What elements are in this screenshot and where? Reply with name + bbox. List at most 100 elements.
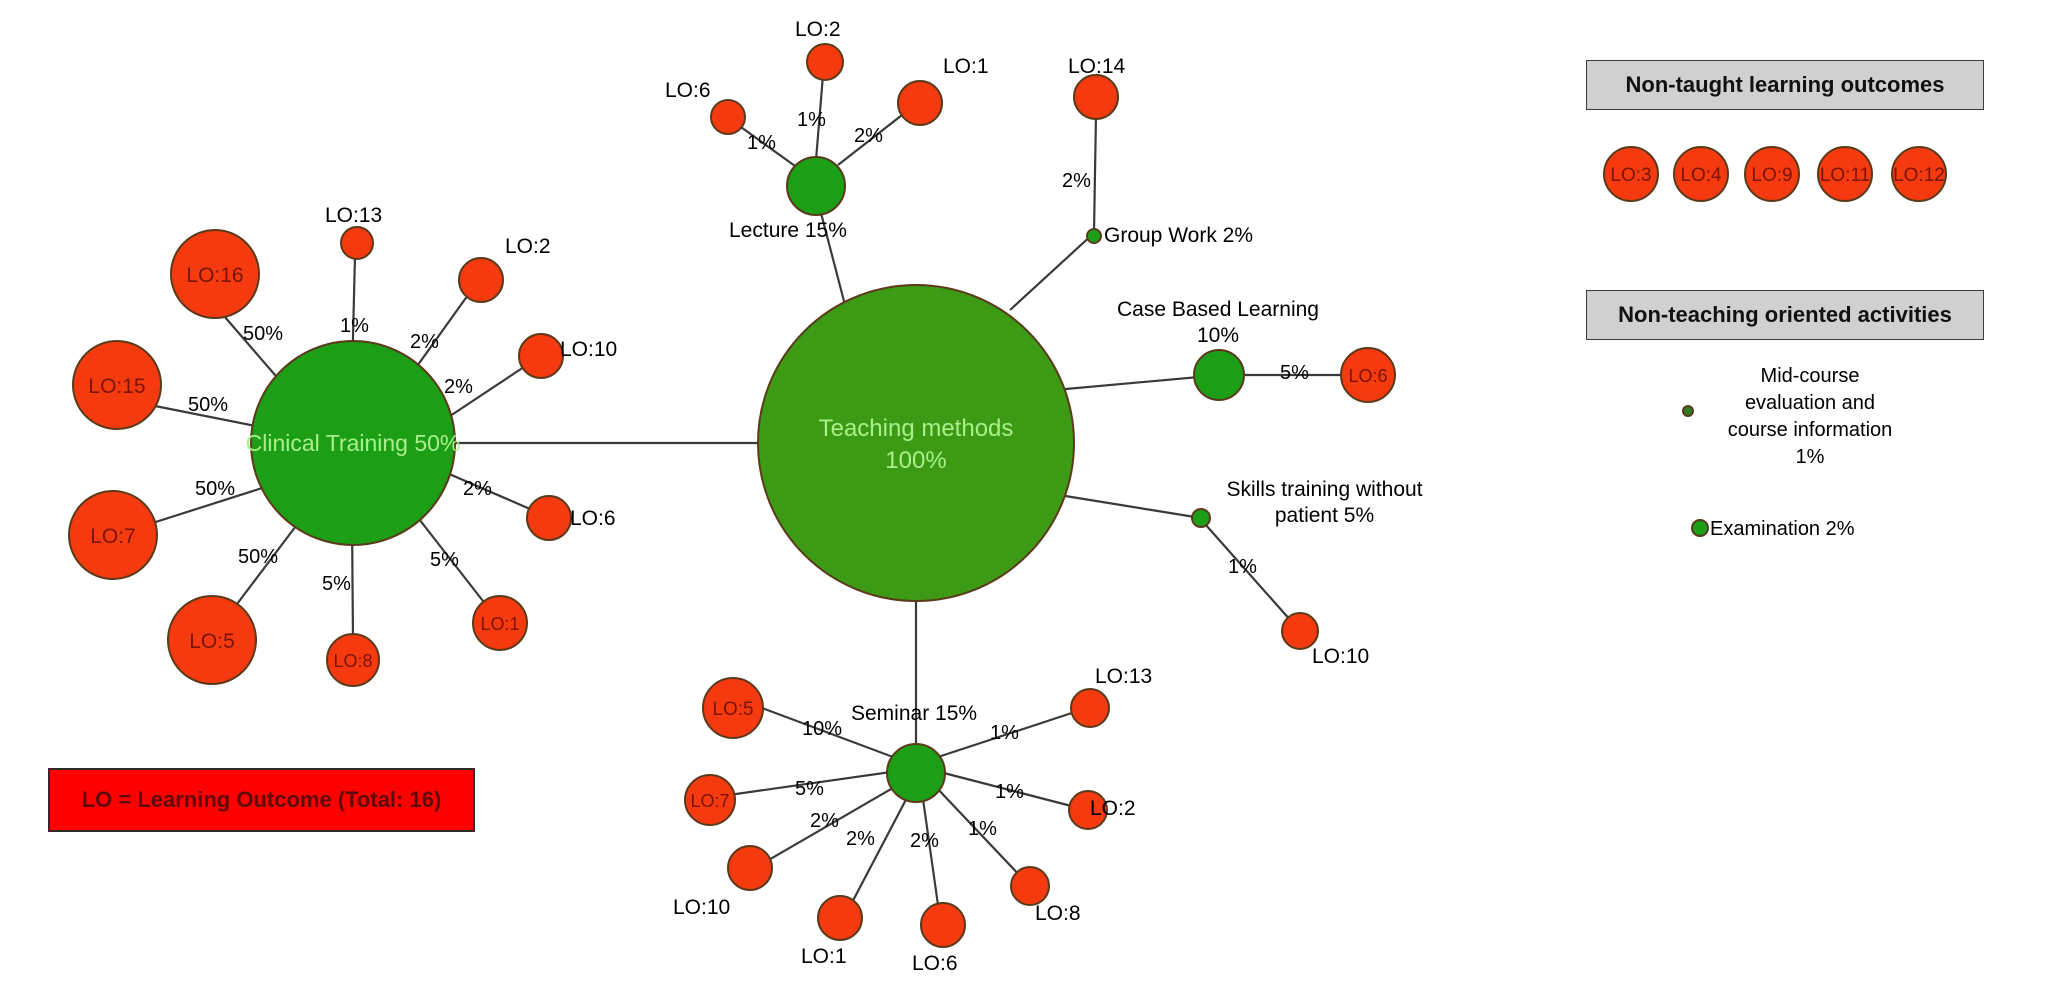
seminar-method-label: Seminar 15% (851, 702, 978, 725)
lo-node-lo6-lecture[interactable] (710, 99, 746, 135)
edge-seminar-lo1 (846, 791, 911, 913)
pct-clinical-lo13: 1% (340, 315, 369, 337)
lo8-seminar-label: LO:8 (1035, 902, 1081, 925)
lo6-clinical-label: LO:6 (570, 507, 616, 530)
pct-lecture-lo2: 1% (797, 109, 826, 131)
lo3-nontaught-text: LO:3 (1610, 165, 1651, 186)
lo-node-lo10-skills[interactable] (1281, 612, 1319, 650)
panel-non-teaching-oriented-activities: Non-teaching oriented activities (1586, 290, 1984, 340)
edge-seminar-lo2 (939, 770, 1080, 810)
pct-skills-lo10: 1% (1228, 556, 1257, 578)
lo9-nontaught-text: LO:9 (1751, 165, 1792, 186)
lo-node-lo14-group[interactable] (1073, 74, 1119, 120)
edge-clinical-lo1 (411, 509, 491, 611)
method-node-seminar[interactable] (886, 743, 946, 803)
pct-seminar-lo10: 2% (810, 810, 839, 832)
edge-clinical-lo5 (227, 513, 306, 617)
lo-node-lo5-seminar[interactable] (702, 677, 764, 739)
edge-seminar-lo5 (761, 706, 894, 759)
lo6-case-text: LO:6 (1348, 366, 1387, 386)
lo13-seminar-label: LO:13 (1095, 665, 1153, 688)
method-node-clinical-training[interactable] (250, 340, 456, 546)
lo-node-lo1-seminar[interactable] (817, 895, 863, 941)
lo-node-lo8-seminar[interactable] (1010, 866, 1050, 906)
pct-clinical-lo10: 2% (444, 376, 473, 398)
lo-node-lo7-seminar[interactable] (684, 774, 736, 826)
lo-node-lo13-clinical[interactable] (340, 226, 374, 260)
edge-root-group (1009, 232, 1095, 311)
lo1-lecture-label: LO:1 (943, 55, 989, 78)
lo-node-lo1-clinical[interactable] (472, 595, 528, 651)
pct-seminar-lo13: 1% (990, 722, 1019, 744)
lo-node-lo5-clinical[interactable] (167, 595, 257, 685)
lo-node-lo8-clinical[interactable] (326, 633, 380, 687)
lo-node-lo2-clinical[interactable] (458, 257, 504, 303)
activity-node-examination[interactable] (1691, 519, 1709, 537)
edge-root-skills (1052, 492, 1202, 520)
pct-seminar-lo8: 1% (968, 818, 997, 840)
pct-seminar-lo6: 2% (910, 830, 939, 852)
lo-node-lo11-nontaught[interactable] (1817, 146, 1873, 202)
edge-clinical-lo10 (437, 362, 531, 425)
edge-seminar-lo10 (759, 784, 899, 866)
edge-seminar-lo8 (933, 784, 1025, 881)
pct-seminar-lo1: 2% (846, 828, 875, 850)
activity-mid-course-line2: evaluation and (1744, 392, 1876, 414)
pct-lecture-lo6: 1% (747, 132, 776, 154)
lo4-nontaught-text: LO:4 (1680, 165, 1722, 186)
lo-node-lo6-clinical[interactable] (526, 495, 572, 541)
lo-node-lo7-clinical[interactable] (68, 490, 158, 580)
pct-clinical-lo1: 5% (430, 549, 459, 571)
activity-node-mid-course-evaluation[interactable] (1682, 405, 1694, 417)
method-node-lecture[interactable] (786, 156, 846, 216)
node-inner-text-group: Clinical Training 50% Teaching methods 1… (88, 165, 1944, 811)
pct-clinical-lo16: 50% (243, 323, 284, 345)
root-node-teaching-methods[interactable] (757, 284, 1075, 602)
teaching-methods-label-line2: 100% (885, 447, 946, 474)
pct-seminar-lo7: 5% (795, 778, 824, 800)
node-group (68, 43, 1947, 948)
lo13-clinical-label: LO:13 (325, 204, 383, 227)
activity-examination-label: Examination 2% (1710, 518, 1855, 540)
pct-clinical-lo8: 5% (322, 573, 351, 595)
lo-node-lo10-seminar[interactable] (727, 845, 773, 891)
lo-node-lo3-nontaught[interactable] (1603, 146, 1659, 202)
edge-seminar-lo13 (937, 707, 1085, 759)
lo-node-lo2-seminar[interactable] (1068, 790, 1108, 830)
pct-clinical-lo2: 2% (410, 331, 439, 353)
pct-case-lo6: 5% (1280, 362, 1309, 384)
lo-node-lo6-seminar[interactable] (920, 902, 966, 948)
lo2-clinical-label: LO:2 (505, 235, 551, 258)
lo-node-lo2-lecture[interactable] (806, 43, 844, 81)
lo-node-lo15-clinical[interactable] (72, 340, 162, 430)
method-node-group-work[interactable] (1086, 228, 1102, 244)
lo16-clinical-text: LO:16 (186, 264, 243, 287)
lecture-method-label: Lecture 15% (729, 219, 847, 242)
lo-node-lo12-nontaught[interactable] (1891, 146, 1947, 202)
lo5-clinical-text: LO:5 (189, 630, 235, 653)
case-based-learning-label-line2: 10% (1196, 324, 1240, 347)
edge-group-lo14 (1092, 113, 1098, 234)
method-node-case-based-learning[interactable] (1193, 349, 1245, 401)
lo10-skills-label: LO:10 (1312, 645, 1370, 668)
lo-node-lo16-clinical[interactable] (170, 229, 260, 319)
lo-node-lo6-case[interactable] (1340, 347, 1396, 403)
lo-node-lo10-clinical[interactable] (518, 333, 564, 379)
lo-node-lo9-nontaught[interactable] (1744, 146, 1800, 202)
teaching-methods-label-line1: Teaching methods (819, 415, 1014, 442)
method-node-skills-training[interactable] (1191, 508, 1211, 528)
edge-skills-lo10 (1204, 523, 1293, 623)
lo-node-lo4-nontaught[interactable] (1673, 146, 1729, 202)
lo-node-lo13-seminar[interactable] (1070, 688, 1110, 728)
edge-clinical-lo7 (139, 480, 282, 529)
legend-lo-definition-box: LO = Learning Outcome (Total: 16) (48, 768, 475, 832)
activity-mid-course-line4: 1% (1795, 446, 1825, 468)
panel-non-taught-learning-outcomes: Non-taught learning outcomes (1586, 60, 1984, 110)
skills-training-label-line1: Skills training without (1226, 478, 1423, 501)
lo6-lecture-label: LO:6 (665, 79, 711, 102)
pct-clinical-lo7: 50% (195, 478, 236, 500)
legend-lo-definition-text: LO = Learning Outcome (Total: 16) (81, 787, 442, 812)
lo7-seminar-text: LO:7 (690, 791, 729, 811)
lo-node-lo1-lecture[interactable] (897, 80, 943, 126)
pct-seminar-lo2: 1% (995, 781, 1024, 803)
